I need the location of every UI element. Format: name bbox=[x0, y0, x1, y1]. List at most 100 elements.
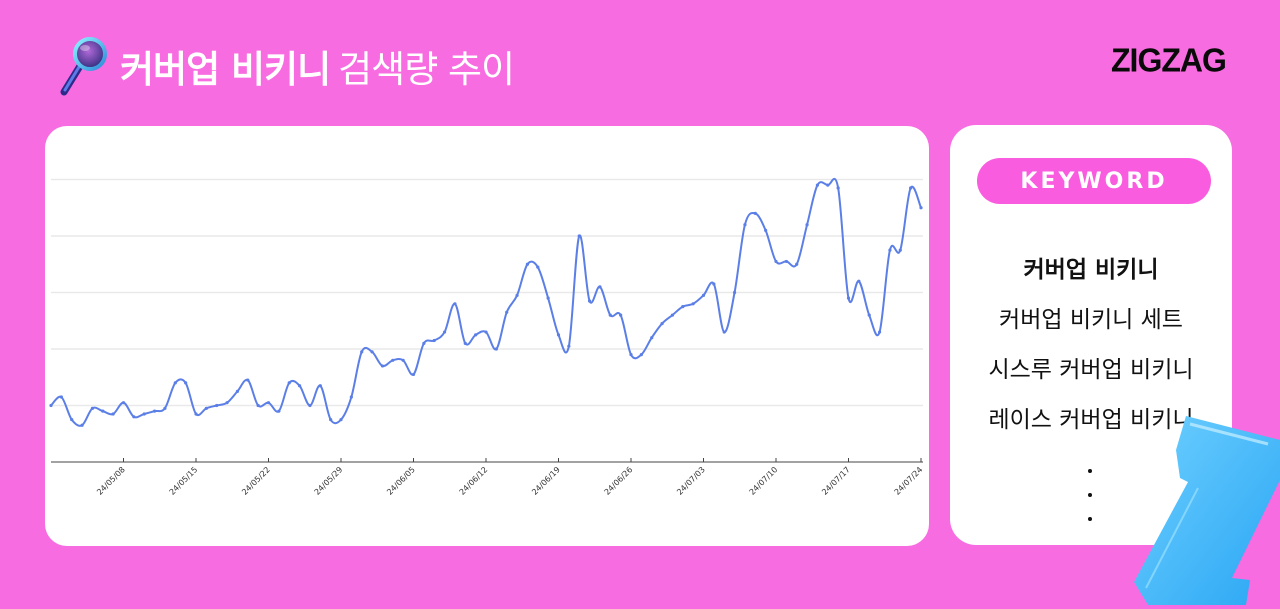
keyword-pill: KEYWORD bbox=[977, 158, 1211, 204]
data-point[interactable] bbox=[391, 358, 395, 362]
data-point[interactable] bbox=[49, 403, 53, 408]
data-point[interactable] bbox=[173, 381, 177, 385]
data-point[interactable] bbox=[163, 406, 167, 410]
data-point[interactable] bbox=[142, 412, 146, 416]
data-point[interactable] bbox=[215, 403, 219, 408]
title-suffix: 검색량 추이 bbox=[338, 48, 515, 91]
data-point[interactable] bbox=[567, 344, 571, 348]
data-point[interactable] bbox=[909, 186, 913, 190]
data-point[interactable] bbox=[70, 418, 74, 422]
data-point[interactable] bbox=[339, 418, 343, 422]
data-point[interactable] bbox=[184, 381, 188, 385]
data-point[interactable] bbox=[712, 282, 716, 286]
data-point[interactable] bbox=[297, 384, 302, 388]
data-point[interactable] bbox=[442, 330, 447, 334]
data-point[interactable] bbox=[484, 330, 488, 334]
data-point[interactable] bbox=[877, 330, 882, 334]
x-tick-label: 24/07/03 bbox=[675, 465, 707, 497]
data-point[interactable] bbox=[764, 228, 768, 232]
data-point[interactable] bbox=[867, 313, 871, 317]
data-point[interactable] bbox=[919, 206, 923, 210]
data-point[interactable] bbox=[360, 350, 364, 354]
data-point[interactable] bbox=[515, 293, 519, 297]
data-point[interactable] bbox=[898, 248, 902, 252]
data-point[interactable] bbox=[525, 262, 530, 266]
data-point[interactable] bbox=[121, 401, 126, 405]
data-point[interactable] bbox=[857, 279, 861, 283]
data-point[interactable] bbox=[805, 223, 809, 227]
data-point[interactable] bbox=[80, 423, 84, 427]
data-point[interactable] bbox=[691, 302, 695, 306]
data-point[interactable] bbox=[152, 409, 157, 413]
data-point[interactable] bbox=[246, 378, 250, 382]
data-point[interactable] bbox=[795, 262, 799, 266]
data-point[interactable] bbox=[774, 259, 778, 264]
header: 커버업 비키니 검색량 추이 bbox=[52, 34, 515, 98]
data-point[interactable] bbox=[494, 347, 498, 351]
data-point[interactable] bbox=[204, 406, 208, 410]
data-point[interactable] bbox=[619, 313, 623, 317]
data-point[interactable] bbox=[846, 296, 851, 300]
data-point[interactable] bbox=[681, 305, 685, 309]
data-point[interactable] bbox=[784, 259, 788, 264]
data-point[interactable] bbox=[380, 364, 385, 368]
data-point[interactable] bbox=[308, 403, 312, 408]
data-point[interactable] bbox=[401, 358, 405, 362]
data-point[interactable] bbox=[422, 341, 426, 345]
data-point[interactable] bbox=[453, 302, 457, 306]
data-point[interactable] bbox=[598, 285, 602, 289]
data-point[interactable] bbox=[826, 183, 830, 187]
data-point[interactable] bbox=[577, 234, 581, 238]
data-point[interactable] bbox=[349, 395, 353, 399]
data-point[interactable] bbox=[194, 412, 198, 416]
data-point[interactable] bbox=[411, 372, 416, 377]
data-point[interactable] bbox=[546, 296, 550, 300]
data-point[interactable] bbox=[650, 336, 654, 340]
data-point[interactable] bbox=[111, 412, 115, 416]
x-tick-label: 24/05/29 bbox=[313, 465, 345, 497]
data-point[interactable] bbox=[743, 223, 747, 227]
data-point[interactable] bbox=[608, 313, 612, 317]
data-point[interactable] bbox=[556, 333, 561, 337]
data-point[interactable] bbox=[474, 333, 478, 337]
data-point[interactable] bbox=[370, 350, 374, 354]
data-point[interactable] bbox=[432, 338, 436, 343]
data-point[interactable] bbox=[235, 389, 240, 393]
data-point[interactable] bbox=[329, 418, 333, 422]
data-point[interactable] bbox=[59, 395, 63, 399]
data-point[interactable] bbox=[463, 341, 467, 345]
data-point[interactable] bbox=[536, 265, 540, 269]
series-line bbox=[50, 177, 922, 427]
data-point[interactable] bbox=[287, 381, 291, 385]
x-tick-label: 24/06/26 bbox=[603, 465, 635, 497]
zigzag-z-decoration-icon bbox=[1128, 410, 1280, 605]
data-point[interactable] bbox=[660, 321, 664, 326]
data-point[interactable] bbox=[266, 401, 271, 405]
data-point[interactable] bbox=[670, 313, 675, 317]
data-point[interactable] bbox=[277, 409, 281, 413]
keyword-item[interactable]: 커버업 비키니 bbox=[1023, 257, 1159, 283]
data-point[interactable] bbox=[225, 401, 229, 405]
data-point[interactable] bbox=[815, 183, 820, 187]
x-tick-label: 24/05/08 bbox=[95, 465, 127, 497]
data-point[interactable] bbox=[732, 290, 737, 295]
data-point[interactable] bbox=[318, 384, 322, 388]
x-tick-label: 24/05/15 bbox=[168, 465, 200, 497]
keyword-item[interactable]: 레이스 커버업 비키니 bbox=[988, 407, 1194, 433]
data-point[interactable] bbox=[587, 299, 592, 303]
data-point[interactable] bbox=[90, 406, 95, 410]
data-point[interactable] bbox=[505, 310, 509, 314]
data-point[interactable] bbox=[836, 186, 840, 190]
data-point[interactable] bbox=[722, 330, 726, 334]
keyword-item[interactable]: 커버업 비키니 세트 bbox=[999, 307, 1183, 333]
data-point[interactable] bbox=[888, 248, 892, 252]
keyword-item[interactable]: 시스루 커버업 비키니 bbox=[988, 357, 1194, 383]
data-point[interactable] bbox=[101, 409, 105, 413]
data-point[interactable] bbox=[639, 353, 643, 357]
data-point[interactable] bbox=[629, 353, 633, 357]
data-point[interactable] bbox=[753, 211, 757, 215]
data-point[interactable] bbox=[701, 293, 706, 297]
data-point[interactable] bbox=[256, 403, 260, 408]
magnifier-icon bbox=[52, 34, 112, 98]
data-point[interactable] bbox=[132, 415, 136, 419]
